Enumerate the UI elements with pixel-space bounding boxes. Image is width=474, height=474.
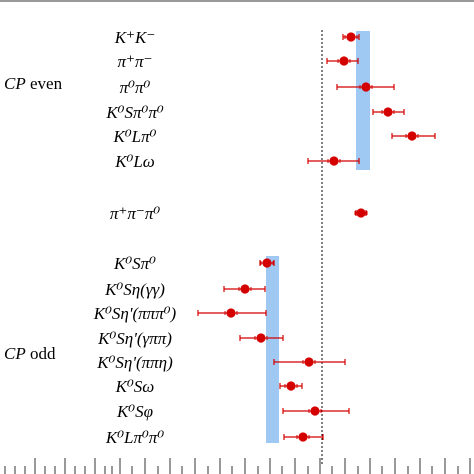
data-point xyxy=(304,357,314,367)
group-label-kind: even xyxy=(26,74,63,93)
data-point xyxy=(310,406,320,416)
channel-label: K⁰Sη(γγ) xyxy=(104,280,165,299)
data-point xyxy=(339,56,349,66)
group-label-cp: CP xyxy=(4,74,26,93)
channel-label: K⁰Lω xyxy=(114,152,155,171)
data-point xyxy=(356,208,366,218)
data-point xyxy=(240,284,250,294)
channel-label: K⁰Sπ⁰π⁰ xyxy=(105,103,164,122)
channel-label: K⁰Lπ⁰π⁰ xyxy=(105,428,164,447)
group-label: CP even xyxy=(4,74,63,93)
data-point xyxy=(298,432,308,442)
channel-label: K⁰Sφ xyxy=(116,402,153,421)
data-point xyxy=(226,308,236,318)
data-point xyxy=(383,107,393,117)
data-point xyxy=(407,131,417,141)
channel-label: K⁰Sη'(πππ⁰) xyxy=(93,304,177,323)
channel-label: K⁰Sω xyxy=(115,377,155,396)
average-band xyxy=(266,256,279,443)
channel-label: K⁰Sπ⁰ xyxy=(113,254,156,273)
channel-label: π⁺π⁻ xyxy=(118,52,153,71)
channel-label: K⁰Lπ⁰ xyxy=(113,127,157,146)
group-label-cp: CP xyxy=(4,344,26,363)
channel-label: π⁺π⁻π⁰ xyxy=(110,204,160,223)
data-point xyxy=(262,258,272,268)
group-label: CP odd xyxy=(4,344,56,363)
data-point xyxy=(286,381,296,391)
data-point xyxy=(329,156,339,166)
data-point xyxy=(346,32,356,42)
channel-label: K⁺K⁻ xyxy=(114,28,156,47)
data-marks-layer xyxy=(197,32,436,442)
channel-label: π⁰π⁰ xyxy=(120,78,151,97)
channel-label: K⁰Sη'(γππ) xyxy=(97,329,172,348)
data-point xyxy=(256,333,266,343)
channel-label: K⁰Sη'(ππη) xyxy=(96,353,173,372)
average-band xyxy=(356,31,370,170)
group-label-kind: odd xyxy=(26,344,56,363)
data-point xyxy=(361,82,371,92)
channel-labels-layer: K⁺K⁻ π⁺π⁻ π⁰π⁰ K⁰Sπ⁰π⁰ K⁰Lπ⁰ K⁰Lω CP even π⁺π⁻π… xyxy=(4,28,177,447)
band-layer xyxy=(266,31,370,443)
